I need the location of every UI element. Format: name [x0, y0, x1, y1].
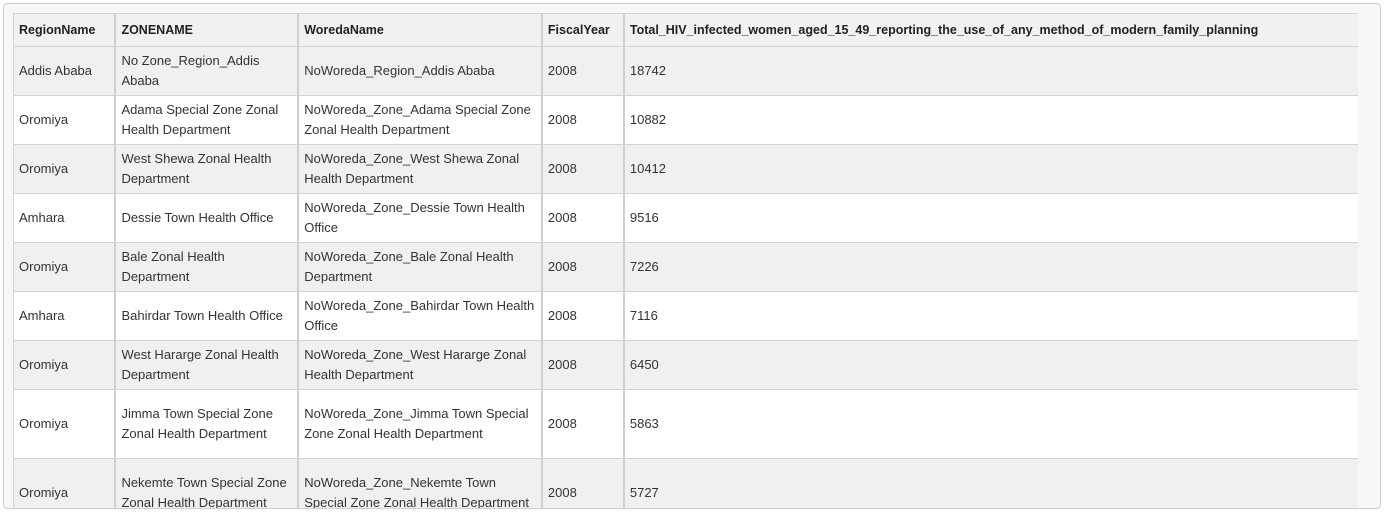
cell-fiscal-year: 2008 — [541, 458, 625, 508]
cell-fiscal-year: 2008 — [541, 242, 625, 292]
cell-fiscal-year: 2008 — [541, 144, 625, 194]
cell-region: Amhara — [13, 291, 117, 341]
cell-total: 10882 — [623, 95, 1360, 145]
cell-zone: Adama Special Zone Zonal Health Departme… — [114, 95, 300, 145]
cell-region: Oromiya — [13, 340, 117, 390]
table-row[interactable]: Oromiya Bale Zonal Health Department NoW… — [13, 242, 1360, 292]
column-header-total-hiv-women-fp[interactable]: Total_HIV_infected_women_aged_15_49_repo… — [623, 13, 1360, 47]
cell-fiscal-year: 2008 — [541, 291, 625, 341]
table-row[interactable]: Amhara Bahirdar Town Health Office NoWor… — [13, 291, 1360, 341]
cell-zone: No Zone_Region_Addis Ababa — [114, 46, 300, 96]
cell-region: Oromiya — [13, 144, 117, 194]
vertical-scrollbar-track[interactable] — [1358, 4, 1380, 508]
cell-zone: West Shewa Zonal Health Department — [114, 144, 300, 194]
cell-total: 7226 — [623, 242, 1360, 292]
column-header-zonename[interactable]: ZONENAME — [114, 13, 300, 47]
cell-zone: Dessie Town Health Office — [114, 193, 300, 243]
cell-total: 5863 — [623, 389, 1360, 459]
cell-total: 9516 — [623, 193, 1360, 243]
cell-region: Oromiya — [13, 458, 117, 508]
cell-zone: Jimma Town Special Zone Zonal Health Dep… — [114, 389, 300, 459]
cell-zone: Bahirdar Town Health Office — [114, 291, 300, 341]
table-row[interactable]: Oromiya Jimma Town Special Zone Zonal He… — [13, 389, 1360, 459]
cell-woreda: NoWoreda_Zone_Bahirdar Town Health Offic… — [297, 291, 543, 341]
cell-total: 5727 — [623, 458, 1360, 508]
table-row[interactable]: Oromiya West Hararge Zonal Health Depart… — [13, 340, 1360, 390]
cell-woreda: NoWoreda_Zone_Bale Zonal Health Departme… — [297, 242, 543, 292]
cell-woreda: NoWoreda_Region_Addis Ababa — [297, 46, 543, 96]
cell-woreda: NoWoreda_Zone_Jimma Town Special Zone Zo… — [297, 389, 543, 459]
data-table: RegionName ZONENAME WoredaName FiscalYea… — [13, 13, 1360, 508]
cell-woreda: NoWoreda_Zone_West Hararge Zonal Health … — [297, 340, 543, 390]
cell-region: Addis Ababa — [13, 46, 117, 96]
header-row: RegionName ZONENAME WoredaName FiscalYea… — [13, 13, 1360, 47]
cell-total: 6450 — [623, 340, 1360, 390]
cell-region: Oromiya — [13, 242, 117, 292]
table-viewport[interactable]: RegionName ZONENAME WoredaName FiscalYea… — [13, 13, 1360, 508]
cell-fiscal-year: 2008 — [541, 340, 625, 390]
cell-fiscal-year: 2008 — [541, 46, 625, 96]
cell-woreda: NoWoreda_Zone_Nekemte Town Special Zone … — [297, 458, 543, 508]
cell-fiscal-year: 2008 — [541, 193, 625, 243]
cell-total: 7116 — [623, 291, 1360, 341]
cell-zone: West Hararge Zonal Health Department — [114, 340, 300, 390]
table-row[interactable]: Amhara Dessie Town Health Office NoWored… — [13, 193, 1360, 243]
cell-region: Amhara — [13, 193, 117, 243]
table-row[interactable]: Oromiya West Shewa Zonal Health Departme… — [13, 144, 1360, 194]
table-row[interactable]: Addis Ababa No Zone_Region_Addis Ababa N… — [13, 46, 1360, 96]
cell-woreda: NoWoreda_Zone_West Shewa Zonal Health De… — [297, 144, 543, 194]
cell-region: Oromiya — [13, 95, 117, 145]
cell-region: Oromiya — [13, 389, 117, 459]
cell-zone: Bale Zonal Health Department — [114, 242, 300, 292]
cell-fiscal-year: 2008 — [541, 389, 625, 459]
table-panel: RegionName ZONENAME WoredaName FiscalYea… — [3, 3, 1381, 509]
cell-zone: Nekemte Town Special Zone Zonal Health D… — [114, 458, 300, 508]
cell-woreda: NoWoreda_Zone_Dessie Town Health Office — [297, 193, 543, 243]
cell-fiscal-year: 2008 — [541, 95, 625, 145]
cell-total: 18742 — [623, 46, 1360, 96]
cell-total: 10412 — [623, 144, 1360, 194]
cell-woreda: NoWoreda_Zone_Adama Special Zone Zonal H… — [297, 95, 543, 145]
column-header-fiscalyear[interactable]: FiscalYear — [541, 13, 625, 47]
table-row[interactable]: Oromiya Adama Special Zone Zonal Health … — [13, 95, 1360, 145]
column-header-woredaname[interactable]: WoredaName — [297, 13, 543, 47]
column-header-regionname[interactable]: RegionName — [13, 13, 117, 47]
table-row[interactable]: Oromiya Nekemte Town Special Zone Zonal … — [13, 458, 1360, 508]
